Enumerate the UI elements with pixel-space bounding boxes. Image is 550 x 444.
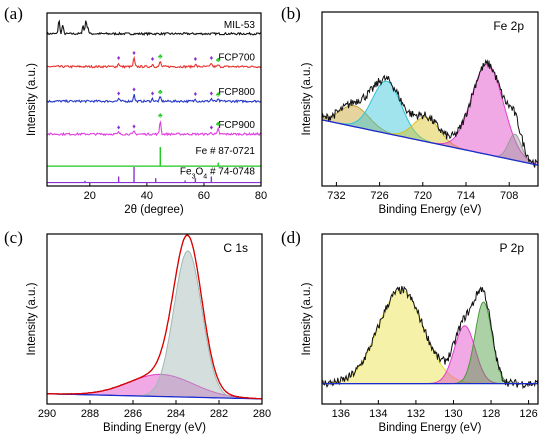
- y-axis-label: Intensity (a.u.): [26, 282, 38, 355]
- element-label: Fe 2p: [493, 19, 524, 33]
- panel-c: (c) 290 288 286 284 282 280 Binding Energy (eV)…: [4, 228, 271, 434]
- series-label: FCP700: [218, 53, 255, 64]
- x-tick-label: 130: [444, 408, 462, 420]
- series-line: [46, 120, 262, 137]
- peak-marker: ♦: [210, 55, 214, 62]
- x-tick-label: 726: [370, 190, 388, 202]
- x-tick-label: 290: [38, 408, 56, 420]
- peak-marker: ♦: [117, 55, 121, 62]
- raw-data-line: [321, 58, 539, 168]
- y-axis-label: Intensity (a.u.): [301, 282, 313, 355]
- envelope-line: [47, 234, 262, 400]
- peak-marker: ♣: [158, 89, 163, 96]
- plot-frame: [46, 12, 262, 187]
- peak-marker: ♦: [151, 91, 155, 98]
- peak-marker: ♦: [210, 91, 214, 98]
- plot-frame: [46, 233, 263, 405]
- y-axis-label: Intensity (a.u.): [301, 62, 313, 135]
- element-label: C 1s: [223, 241, 248, 255]
- component-fill: [322, 105, 538, 166]
- x-tick-label: 280: [253, 408, 271, 420]
- component-fill: [322, 290, 538, 384]
- x-tick-label: 126: [519, 408, 537, 420]
- x-axis-label: Binding Energy (eV): [379, 422, 482, 434]
- peak-marker: ♣: [216, 57, 221, 64]
- x-tick-label: 284: [167, 408, 185, 420]
- plot-frame: [321, 11, 539, 187]
- x-tick-label: 128: [482, 408, 500, 420]
- component-fill: [322, 117, 538, 166]
- peak-marker: ♣: [216, 121, 221, 128]
- series-line: [46, 93, 262, 104]
- x-tick-label: 136: [332, 408, 350, 420]
- x-tick-label: 714: [457, 190, 475, 202]
- panel-label: (a): [4, 4, 23, 23]
- x-tick-label: 282: [210, 408, 228, 420]
- x-tick-label: 40: [141, 190, 153, 202]
- x-tick-label: 132: [407, 408, 425, 420]
- x-tick-label: 732: [327, 190, 345, 202]
- background-line: [46, 393, 263, 400]
- plot-frame: [321, 233, 539, 405]
- element-label: P 2p: [500, 241, 525, 255]
- series-label: FCP900: [218, 120, 255, 131]
- component-fill: [47, 251, 262, 399]
- peak-marker: ♦: [194, 91, 198, 98]
- x-tick-label: 60: [198, 190, 210, 202]
- raw-data-line: [321, 285, 539, 390]
- x-tick-label: 20: [84, 190, 96, 202]
- series-line: [46, 55, 262, 69]
- panel-a: (a) 20 40 60 80 2θ (degree) Intensity (a.u.) MI…: [4, 4, 267, 216]
- reference-label: Fe3O4 # 74-0748: [180, 167, 256, 181]
- reference-label: Fe # 87-0721: [196, 146, 256, 157]
- panel-label: (b): [281, 4, 301, 23]
- component-fill: [322, 81, 538, 166]
- x-tick-label: 708: [500, 190, 518, 202]
- series-label: MIL-53: [224, 20, 256, 31]
- component-fill: [47, 374, 262, 399]
- peak-marker: ♦: [117, 91, 121, 98]
- x-axis-label: Binding Energy (eV): [103, 422, 206, 434]
- panel-label: (c): [4, 228, 23, 247]
- peak-marker: ♦: [210, 124, 214, 131]
- panel-b: (b) 732 726 720 714 708 Binding Energy (eV) Int…: [281, 4, 539, 216]
- peak-marker: ♣: [216, 92, 221, 99]
- component-fill: [322, 302, 538, 384]
- x-tick-label: 134: [369, 408, 387, 420]
- x-tick-label: 720: [414, 190, 432, 202]
- y-axis-label: Intensity (a.u.): [26, 63, 38, 136]
- x-tick-label: 286: [124, 408, 142, 420]
- peak-marker: ♦: [132, 86, 136, 93]
- peak-marker: ♣: [158, 112, 163, 119]
- series-line: [46, 19, 262, 37]
- peak-marker: ♦: [194, 56, 198, 63]
- peak-marker: ♦: [132, 124, 136, 131]
- background-line: [321, 119, 539, 166]
- peak-marker: ♣: [158, 53, 163, 60]
- peak-marker: ♦: [132, 50, 136, 57]
- x-tick-label: 288: [81, 408, 99, 420]
- component-fill: [322, 64, 538, 166]
- series-label: FCP800: [218, 87, 255, 98]
- panel-d: (d) 136 134 132 130 128 126 Binding Energy (eV)…: [281, 228, 539, 434]
- x-axis-label: Binding Energy (eV): [379, 204, 482, 216]
- panel-label: (d): [281, 228, 301, 247]
- peak-marker: ♦: [117, 124, 121, 131]
- x-tick-label: 80: [255, 190, 267, 202]
- x-axis-label: 2θ (degree): [124, 204, 184, 216]
- peak-marker: ♦: [151, 56, 155, 63]
